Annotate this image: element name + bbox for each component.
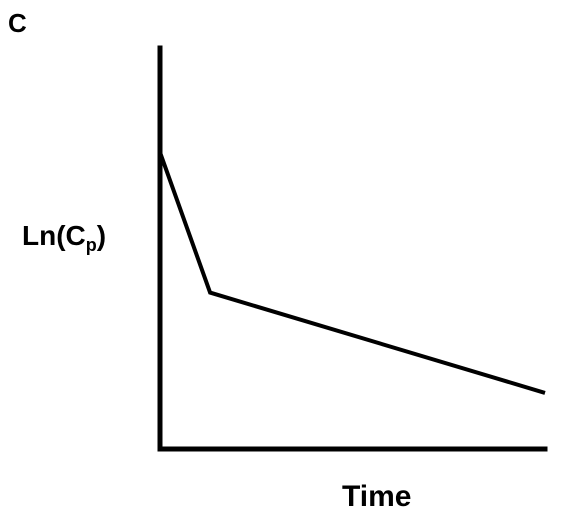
y-axis-label: Ln(Cp) [22, 220, 107, 255]
y-axis-label-subscript: p [85, 235, 97, 255]
panel-label: C [8, 8, 27, 38]
series-line-0 [158, 151, 546, 395]
y-axis-label-main: Ln(C [22, 220, 86, 251]
series-group [158, 151, 546, 395]
y-axis-label-close: ) [96, 220, 107, 251]
x-axis-label: Time [342, 480, 412, 513]
